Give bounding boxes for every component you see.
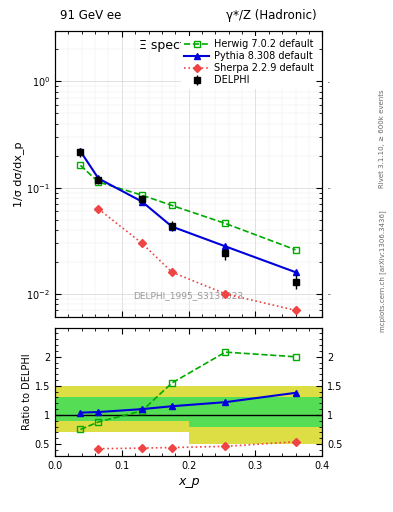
Text: 91 GeV ee: 91 GeV ee	[61, 9, 122, 22]
Sherpa 2.2.9 default	[170, 269, 174, 275]
Text: γ*/Z (Hadronic): γ*/Z (Hadronic)	[226, 9, 317, 22]
Pythia 8.308 default	[140, 199, 144, 205]
Line: Herwig 7.0.2 default: Herwig 7.0.2 default	[77, 162, 299, 253]
Text: DELPHI_1995_S3137023: DELPHI_1995_S3137023	[134, 291, 244, 300]
Line: Sherpa 2.2.9 default: Sherpa 2.2.9 default	[95, 206, 298, 313]
Herwig 7.0.2 default	[170, 202, 174, 208]
X-axis label: x_p: x_p	[178, 475, 199, 488]
Line: Pythia 8.308 default: Pythia 8.308 default	[77, 148, 299, 275]
Herwig 7.0.2 default	[223, 220, 228, 226]
Y-axis label: Ratio to DELPHI: Ratio to DELPHI	[22, 353, 32, 430]
Sherpa 2.2.9 default	[140, 240, 144, 246]
Sherpa 2.2.9 default	[96, 206, 101, 212]
Pythia 8.308 default	[78, 148, 83, 154]
Herwig 7.0.2 default	[78, 162, 83, 168]
Sherpa 2.2.9 default	[293, 307, 298, 313]
Sherpa 2.2.9 default	[223, 291, 228, 297]
Herwig 7.0.2 default	[96, 179, 101, 185]
Text: Rivet 3.1.10, ≥ 600k events: Rivet 3.1.10, ≥ 600k events	[379, 89, 385, 187]
Herwig 7.0.2 default	[293, 247, 298, 253]
Pythia 8.308 default	[223, 243, 228, 249]
Text: Ξ spectrum (Ξ⁻): Ξ spectrum (Ξ⁻)	[139, 39, 238, 52]
Herwig 7.0.2 default	[140, 192, 144, 198]
Text: mcplots.cern.ch [arXiv:1306.3436]: mcplots.cern.ch [arXiv:1306.3436]	[379, 210, 386, 332]
Legend: Herwig 7.0.2 default, Pythia 8.308 default, Sherpa 2.2.9 default, DELPHI: Herwig 7.0.2 default, Pythia 8.308 defau…	[180, 35, 318, 89]
Pythia 8.308 default	[96, 176, 101, 182]
Y-axis label: 1/σ dσ/dx_p: 1/σ dσ/dx_p	[13, 141, 24, 207]
Pythia 8.308 default	[293, 269, 298, 275]
Pythia 8.308 default	[170, 224, 174, 230]
